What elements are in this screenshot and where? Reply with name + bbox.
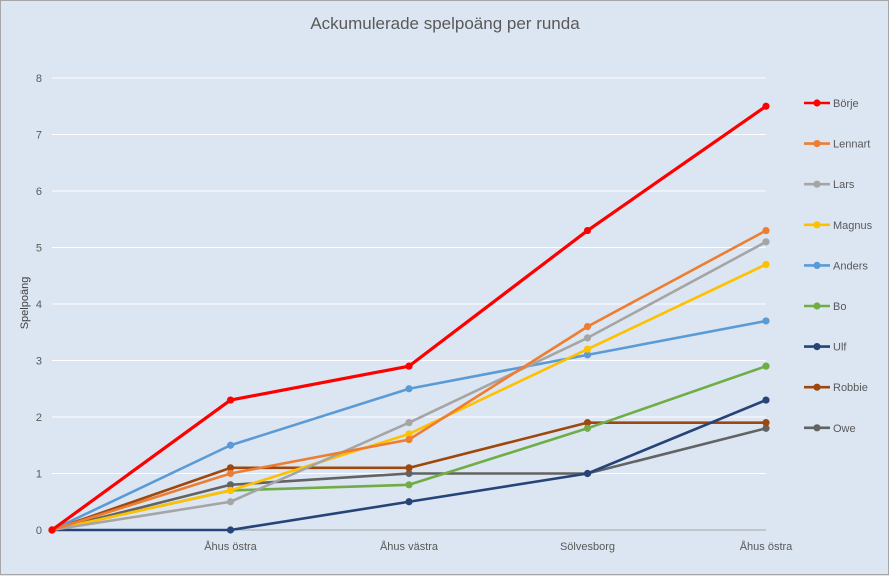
legend-item: Anders bbox=[804, 260, 868, 272]
data-point bbox=[762, 260, 770, 269]
data-point bbox=[762, 362, 770, 370]
legend-label: Anders bbox=[833, 260, 868, 272]
y-tick-label: 3 bbox=[36, 356, 42, 368]
data-point bbox=[762, 419, 770, 427]
data-point bbox=[405, 385, 413, 393]
legend-marker bbox=[813, 343, 821, 351]
data-point bbox=[226, 486, 235, 495]
data-point bbox=[583, 424, 592, 432]
chart-title: Ackumulerade spelpoäng per runda bbox=[310, 14, 580, 33]
legend-item: Lars bbox=[804, 179, 855, 191]
data-point bbox=[405, 436, 413, 444]
legend-label: Owe bbox=[833, 423, 856, 435]
y-tick-label: 0 bbox=[36, 525, 42, 537]
data-point bbox=[583, 419, 592, 427]
data-point bbox=[762, 424, 770, 432]
series-magnus bbox=[48, 260, 770, 534]
legend-label: Bo bbox=[833, 301, 846, 313]
legend-marker bbox=[813, 180, 821, 188]
x-tick-label: Åhus östra bbox=[204, 540, 257, 553]
legend-item: Börje bbox=[804, 98, 859, 110]
y-tick-label: 7 bbox=[36, 130, 42, 142]
data-point bbox=[226, 464, 235, 472]
series-lines bbox=[48, 102, 770, 534]
data-point bbox=[405, 469, 413, 478]
legend-marker bbox=[813, 261, 821, 269]
x-tick-label: Åhus östra bbox=[740, 540, 793, 553]
x-tick-label: Sölvesborg bbox=[560, 541, 615, 553]
legend-item: Robbie bbox=[804, 382, 868, 394]
y-tick-label: 4 bbox=[36, 299, 42, 311]
legend-marker bbox=[813, 140, 821, 148]
data-point bbox=[405, 430, 413, 438]
data-point bbox=[48, 526, 56, 534]
x-tick-label: Åhus västra bbox=[380, 540, 439, 553]
legend-label: Magnus bbox=[833, 220, 873, 232]
data-point bbox=[583, 226, 592, 235]
legend-label: Lennart bbox=[833, 139, 870, 151]
data-point bbox=[226, 481, 235, 489]
data-point bbox=[405, 362, 413, 370]
legend-marker bbox=[813, 99, 821, 107]
y-tick-label: 6 bbox=[36, 186, 42, 198]
legend-label: Lars bbox=[833, 179, 855, 191]
legend-label: Robbie bbox=[833, 382, 868, 394]
y-tick-label: 2 bbox=[36, 412, 42, 424]
series-lars bbox=[48, 238, 770, 534]
data-point bbox=[583, 469, 592, 478]
series-börje bbox=[48, 102, 770, 534]
legend-item: Magnus bbox=[804, 220, 873, 232]
data-point bbox=[583, 351, 592, 359]
data-point bbox=[226, 526, 235, 534]
legend-item: Lennart bbox=[804, 139, 870, 151]
y-axis-label: Spelpoäng bbox=[19, 277, 31, 330]
legend: Börje Lennart Lars Magnus Anders Bo Ulf Robbie O… bbox=[804, 98, 873, 435]
data-point bbox=[762, 396, 770, 404]
legend-marker bbox=[813, 221, 821, 229]
legend-label: Ulf bbox=[833, 342, 847, 354]
y-tick-label: 5 bbox=[36, 243, 42, 255]
legend-item: Owe bbox=[804, 423, 856, 435]
data-point bbox=[762, 226, 770, 235]
legend-marker bbox=[813, 302, 821, 310]
gridlines bbox=[52, 77, 766, 531]
data-point bbox=[583, 323, 592, 331]
data-point bbox=[226, 469, 235, 478]
data-point bbox=[405, 481, 413, 489]
data-point bbox=[405, 419, 413, 427]
legend-marker bbox=[813, 424, 821, 432]
data-point bbox=[405, 498, 413, 506]
legend-item: Ulf bbox=[804, 342, 847, 354]
data-point bbox=[762, 102, 770, 110]
legend-item: Bo bbox=[804, 301, 846, 313]
y-tick-labels: 0 1 2 3 4 5 6 7 8 bbox=[36, 73, 42, 537]
legend-label: Börje bbox=[833, 98, 859, 110]
legend-marker bbox=[813, 383, 821, 391]
data-point bbox=[762, 238, 770, 246]
data-point bbox=[762, 317, 770, 325]
data-point bbox=[405, 464, 413, 472]
data-point bbox=[583, 345, 592, 353]
data-point bbox=[226, 396, 235, 404]
y-tick-label: 1 bbox=[36, 469, 42, 481]
x-tick-labels: Åhus östra Åhus västra Sölvesborg Åhus östr… bbox=[204, 540, 793, 553]
y-tick-label: 8 bbox=[36, 73, 42, 85]
data-point bbox=[583, 334, 592, 342]
data-point bbox=[226, 441, 235, 449]
data-point bbox=[226, 498, 235, 506]
